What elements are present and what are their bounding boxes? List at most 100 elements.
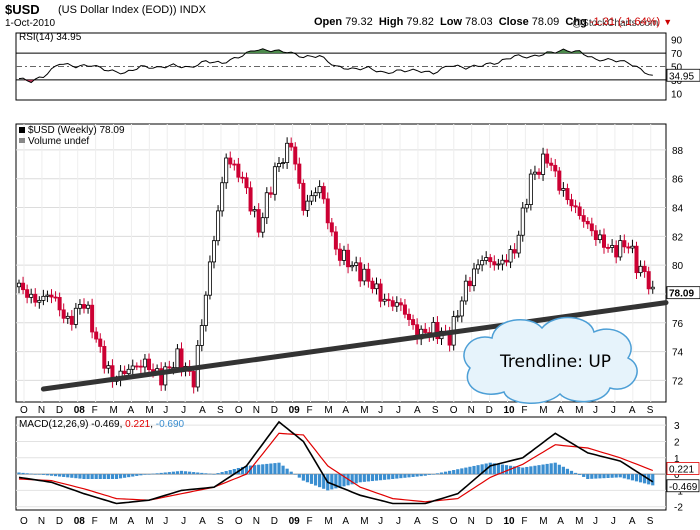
candle-body: [488, 257, 493, 263]
macd-hist-bar: [391, 474, 395, 479]
candle-body: [366, 268, 371, 282]
candle-body: [236, 163, 241, 178]
volume-label: Volume undef: [28, 136, 89, 147]
macd-x-month-12: O: [235, 516, 243, 527]
candle-body: [354, 262, 359, 266]
candle: [228, 151, 233, 169]
close-value: 78.09: [531, 16, 560, 28]
candle-body: [467, 280, 472, 287]
macd-hist-bar: [58, 474, 62, 477]
candle-body: [29, 293, 34, 298]
candle: [378, 278, 383, 308]
macd-hist-bar: [127, 474, 131, 478]
macd-hist-bar: [500, 464, 505, 475]
macd-hist-bar: [261, 464, 265, 475]
series-legend-icon: [19, 127, 25, 133]
candle: [630, 239, 635, 254]
candle: [581, 209, 586, 228]
price-title: $USD (Weekly) 78.09: [28, 125, 125, 136]
candle-body: [65, 315, 70, 319]
trendline-label: Trendline: UP: [499, 352, 611, 372]
candle-body: [618, 240, 623, 258]
candle: [549, 157, 554, 172]
macd-hist-bar: [293, 474, 297, 475]
price-x-month-7: M: [145, 405, 153, 416]
macd-hist-bar: [508, 465, 513, 475]
macd-x-month-3: 08: [74, 516, 86, 527]
candle: [480, 255, 485, 272]
macd-hist-bar: [399, 474, 403, 479]
candle-body: [138, 365, 143, 368]
candle: [569, 193, 574, 212]
candle: [325, 192, 330, 230]
candle-body: [386, 298, 391, 302]
price-x-month-22: A: [414, 405, 421, 416]
price-last-tag: [666, 286, 700, 300]
candle-body: [492, 261, 497, 266]
macd-hist-bar: [423, 474, 427, 476]
candle-body: [520, 207, 525, 236]
price-x-month-9: J: [181, 405, 186, 416]
candle: [492, 255, 497, 271]
price-x-month-26: D: [486, 405, 493, 416]
candle: [321, 182, 326, 204]
macd-hist-bar: [188, 471, 192, 475]
macd-hist-bar: [573, 472, 578, 475]
macd-hist-bar: [289, 471, 293, 475]
candle: [61, 303, 66, 324]
candle-body: [289, 142, 294, 148]
price-tick-88: 88: [672, 146, 684, 157]
candle: [541, 147, 546, 181]
candle: [260, 212, 265, 238]
macd-x-month-26: D: [486, 516, 493, 527]
candle-body: [220, 182, 225, 212]
macd-x-month-15: 09: [289, 516, 301, 527]
candle: [589, 217, 594, 237]
candle-body: [272, 166, 277, 195]
macd-hist-bar: [175, 471, 180, 475]
candle: [606, 243, 611, 253]
price-x-month-16: F: [307, 405, 313, 416]
candle: [65, 312, 70, 324]
candle-body: [394, 302, 399, 307]
macd-hist-bar: [240, 466, 245, 475]
candle-body: [378, 283, 383, 302]
candle: [236, 157, 241, 183]
candle: [293, 142, 298, 171]
candle-body: [199, 325, 204, 346]
candle-body: [435, 321, 440, 340]
macd-hist-bar: [606, 474, 610, 478]
price-x-month-28: F: [521, 405, 527, 416]
candle: [508, 245, 513, 269]
macd-hist-bar: [529, 466, 533, 475]
macd-hist-bar: [553, 462, 557, 475]
macd-hist-bar: [253, 465, 257, 475]
macd-hist-bar: [472, 465, 476, 475]
candle: [484, 251, 489, 265]
candle: [49, 289, 54, 304]
candle-body: [358, 262, 363, 282]
candle-body: [163, 366, 168, 386]
macd-hist-bar: [557, 464, 561, 475]
candle-body: [459, 300, 464, 317]
candle-body: [634, 245, 639, 274]
candle-body: [537, 171, 542, 175]
macd-hist-bar: [131, 474, 135, 477]
candle-body: [305, 200, 310, 211]
candle-body: [325, 198, 330, 224]
candle-body: [362, 268, 367, 282]
rsi-last-value: 34.95: [669, 71, 694, 82]
macd-hist-bar: [62, 474, 66, 477]
candle: [285, 137, 290, 169]
candle: [459, 296, 464, 323]
candle-body: [211, 240, 216, 263]
macd-hist-bar: [565, 468, 570, 475]
macd-x-month-19: M: [360, 516, 368, 527]
macd-hist-bar: [468, 466, 472, 475]
candle-body: [45, 294, 50, 297]
candle-body: [541, 153, 546, 175]
candle: [73, 302, 78, 329]
candle-body: [49, 294, 54, 298]
chart-header: $USD (US Dollar Index (EOD)) INDX 1-Oct-…: [0, 0, 700, 32]
macd-hist-bar: [212, 474, 216, 475]
